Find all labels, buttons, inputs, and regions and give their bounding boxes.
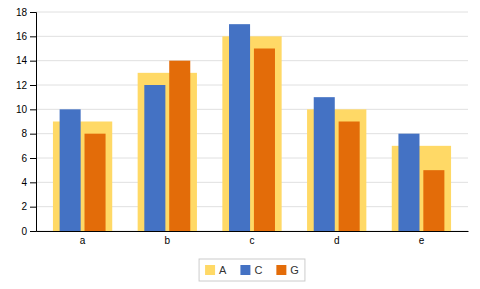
y-axis: 0 2 4 6 8 10 12 14 16 18 xyxy=(16,7,37,237)
tick-mark xyxy=(30,12,36,13)
tick-mark xyxy=(30,61,36,62)
legend-swatch xyxy=(240,265,250,275)
tick-mark xyxy=(30,182,36,183)
series xyxy=(60,24,420,231)
legend-item: G xyxy=(276,264,299,276)
legend: ACG xyxy=(199,259,305,281)
legend-frame xyxy=(199,259,305,281)
tick-label: 0 xyxy=(21,226,27,237)
bar xyxy=(339,122,360,232)
tick-mark xyxy=(30,109,36,110)
tick: 8 xyxy=(21,128,36,139)
tick-mark xyxy=(30,134,36,135)
tick: 2 xyxy=(21,201,36,212)
bar xyxy=(85,134,106,231)
tick: 4 xyxy=(21,177,36,188)
tick-label: d xyxy=(334,235,340,246)
bar xyxy=(144,85,165,231)
legend-swatch xyxy=(276,265,286,275)
tick-label: e xyxy=(419,235,425,246)
legend-swatch xyxy=(205,265,215,275)
tick-label: 16 xyxy=(16,31,28,42)
legend-item: C xyxy=(240,264,262,276)
tick-label: 4 xyxy=(21,177,27,188)
bar xyxy=(254,49,275,232)
tick: e xyxy=(419,235,425,246)
bar xyxy=(60,109,81,231)
legend-label: G xyxy=(290,264,299,276)
tick-label: 10 xyxy=(16,104,28,115)
legend-label: C xyxy=(254,264,262,276)
legend-label: A xyxy=(219,264,227,276)
tick: c xyxy=(250,235,255,246)
tick-label: b xyxy=(165,235,171,246)
tick: d xyxy=(334,235,340,246)
tick: a xyxy=(80,235,86,246)
series xyxy=(53,36,451,231)
tick: 14 xyxy=(16,55,36,66)
tick-label: a xyxy=(80,235,86,246)
series xyxy=(85,49,445,232)
bar xyxy=(229,24,250,231)
tick-label: 18 xyxy=(16,7,28,18)
tick-mark xyxy=(30,85,36,86)
tick-mark xyxy=(30,207,36,208)
legend-item: A xyxy=(205,264,227,276)
tick-label: 2 xyxy=(21,201,27,212)
bar xyxy=(314,97,335,231)
plot: 0 2 4 6 8 10 12 14 16 18 a b c d e xyxy=(16,7,469,246)
tick-mark xyxy=(30,231,36,232)
axis-line xyxy=(30,13,37,232)
bar xyxy=(169,61,190,231)
tick-mark xyxy=(30,158,36,159)
bar xyxy=(423,170,444,231)
tick: 18 xyxy=(16,7,36,18)
tick-label: 8 xyxy=(21,128,27,139)
tick: 10 xyxy=(16,104,36,115)
tick-label: c xyxy=(250,235,255,246)
axis-line xyxy=(37,231,469,232)
chart: 0 2 4 6 8 10 12 14 16 18 a b c d e A C G xyxy=(0,0,480,289)
bar xyxy=(398,134,419,231)
tick-label: 6 xyxy=(21,153,27,164)
grid-line xyxy=(36,12,468,13)
tick: 16 xyxy=(16,31,36,42)
bars xyxy=(53,24,451,231)
tick-label: 12 xyxy=(16,80,28,91)
tick: 12 xyxy=(16,80,36,91)
tick: 0 xyxy=(21,226,36,237)
tick: b xyxy=(165,235,171,246)
x-axis: a b c d e xyxy=(37,232,469,247)
grid xyxy=(36,12,468,231)
tick-label: 14 xyxy=(16,55,28,66)
tick-mark xyxy=(30,36,36,37)
tick: 6 xyxy=(21,153,36,164)
